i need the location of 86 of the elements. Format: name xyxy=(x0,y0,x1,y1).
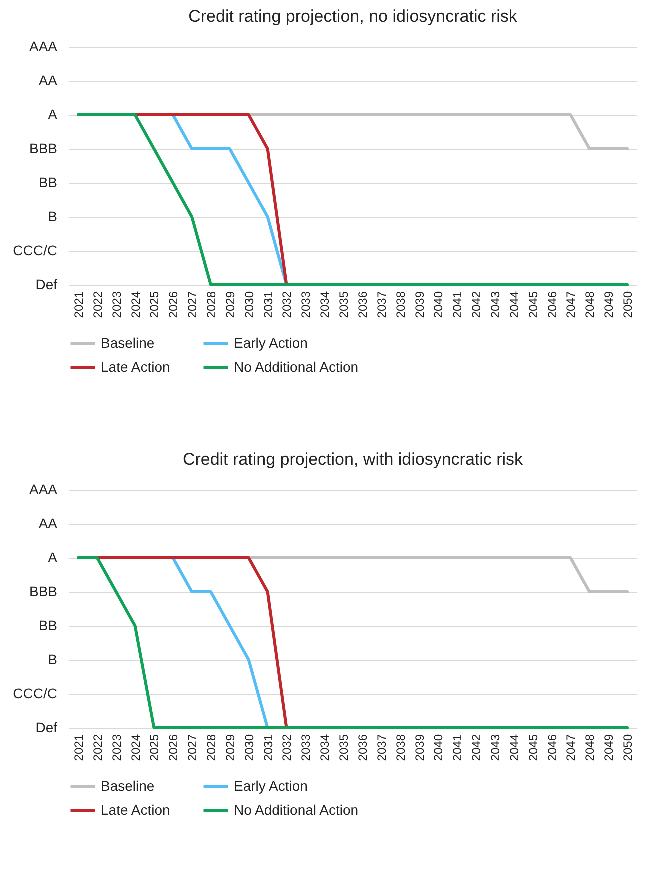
x-tick-label: 2026 xyxy=(166,734,181,762)
x-tick-label: 2048 xyxy=(583,291,598,318)
category-label: B xyxy=(48,652,58,668)
category-label: CCC/C xyxy=(13,686,58,702)
x-tick-label: 2048 xyxy=(583,734,598,762)
legend-label: Late Action xyxy=(101,359,170,375)
x-tick-label: 2029 xyxy=(223,291,238,318)
x-tick-label: 2021 xyxy=(72,734,86,762)
x-tick-label: 2036 xyxy=(356,734,370,762)
legend-label: Early Action xyxy=(234,335,308,351)
category-label: AAA xyxy=(29,38,58,54)
x-tick-label: 2047 xyxy=(564,291,578,318)
x-tick-label: 2032 xyxy=(280,291,294,318)
x-tick-label: 2037 xyxy=(374,734,389,762)
x-tick-label: 2041 xyxy=(450,291,465,318)
x-tick-label: 2044 xyxy=(507,734,522,762)
category-label: B xyxy=(48,208,58,224)
category-label: Def xyxy=(36,720,58,736)
x-tick-label: 2027 xyxy=(186,291,200,318)
x-tick-label: 2022 xyxy=(90,291,105,318)
x-tick-label: 2023 xyxy=(110,734,124,762)
category-label: BBB xyxy=(29,584,58,600)
x-tick-label: 2027 xyxy=(186,734,200,762)
chart-title: Credit rating projection, no idiosyncratic risk xyxy=(188,7,518,26)
x-tick-label: 2039 xyxy=(412,734,427,762)
x-tick-label: 2033 xyxy=(299,734,314,762)
legend-label: Early Action xyxy=(234,778,308,794)
x-tick-label: 2045 xyxy=(526,734,540,762)
x-tick-label: 2025 xyxy=(148,734,162,762)
x-tick-label: 2024 xyxy=(128,291,143,318)
x-tick-label: 2042 xyxy=(470,291,484,318)
x-tick-label: 2031 xyxy=(261,734,276,762)
legend-label: No Additional Action xyxy=(234,802,359,818)
x-tick-label: 2037 xyxy=(374,291,389,318)
x-tick-label: 2034 xyxy=(318,734,332,762)
x-tick-label: 2044 xyxy=(507,291,522,318)
x-tick-label: 2049 xyxy=(602,291,616,318)
legend-label: Baseline xyxy=(101,335,155,351)
category-label: BB xyxy=(38,618,58,634)
x-tick-label: 2033 xyxy=(299,291,314,318)
x-tick-label: 2022 xyxy=(90,734,105,762)
x-tick-label: 2047 xyxy=(564,734,578,762)
x-tick-label: 2040 xyxy=(432,291,446,318)
x-tick-label: 2034 xyxy=(318,291,332,318)
category-label: BBB xyxy=(29,140,58,156)
x-tick-label: 2023 xyxy=(110,291,124,318)
x-tick-label: 2041 xyxy=(450,734,465,762)
x-tick-label: 2029 xyxy=(223,734,238,762)
x-tick-label: 2028 xyxy=(204,291,218,318)
category-label: AA xyxy=(38,516,58,532)
x-tick-label: 2043 xyxy=(488,734,502,762)
x-tick-label: 2039 xyxy=(412,291,427,318)
x-tick-label: 2045 xyxy=(526,291,540,318)
category-label: AA xyxy=(38,72,58,88)
category-label: AAA xyxy=(29,482,58,498)
x-tick-label: 2031 xyxy=(261,291,276,318)
x-tick-label: 2038 xyxy=(394,734,408,762)
x-tick-label: 2024 xyxy=(128,734,143,762)
legend-label: No Additional Action xyxy=(234,359,359,375)
x-tick-label: 2025 xyxy=(148,291,162,318)
x-tick-label: 2021 xyxy=(72,291,86,318)
x-tick-label: 2050 xyxy=(621,734,636,762)
x-tick-label: 2026 xyxy=(166,291,181,318)
category-label: BB xyxy=(38,174,58,190)
x-tick-label: 2035 xyxy=(337,291,352,318)
category-label: Def xyxy=(36,276,58,292)
category-label: A xyxy=(48,550,58,566)
x-tick-label: 2046 xyxy=(545,734,560,762)
x-tick-label: 2050 xyxy=(621,291,636,318)
x-tick-label: 2030 xyxy=(242,734,256,762)
x-tick-label: 2032 xyxy=(280,734,294,762)
x-tick-label: 2038 xyxy=(394,291,408,318)
x-tick-label: 2049 xyxy=(602,734,616,762)
legend-label: Late Action xyxy=(101,802,170,818)
category-label: A xyxy=(48,106,58,122)
x-tick-label: 2030 xyxy=(242,291,256,318)
x-tick-label: 2040 xyxy=(432,734,446,762)
x-tick-label: 2043 xyxy=(488,291,502,318)
x-tick-label: 2036 xyxy=(356,291,370,318)
x-tick-label: 2035 xyxy=(337,734,352,762)
x-tick-label: 2042 xyxy=(470,734,484,762)
legend-label: Baseline xyxy=(101,778,155,794)
chart-title: Credit rating projection, with idiosyncratic risk xyxy=(182,450,524,469)
x-tick-label: 2028 xyxy=(204,734,218,762)
x-tick-label: 2046 xyxy=(545,291,560,318)
category-label: CCC/C xyxy=(13,242,58,258)
